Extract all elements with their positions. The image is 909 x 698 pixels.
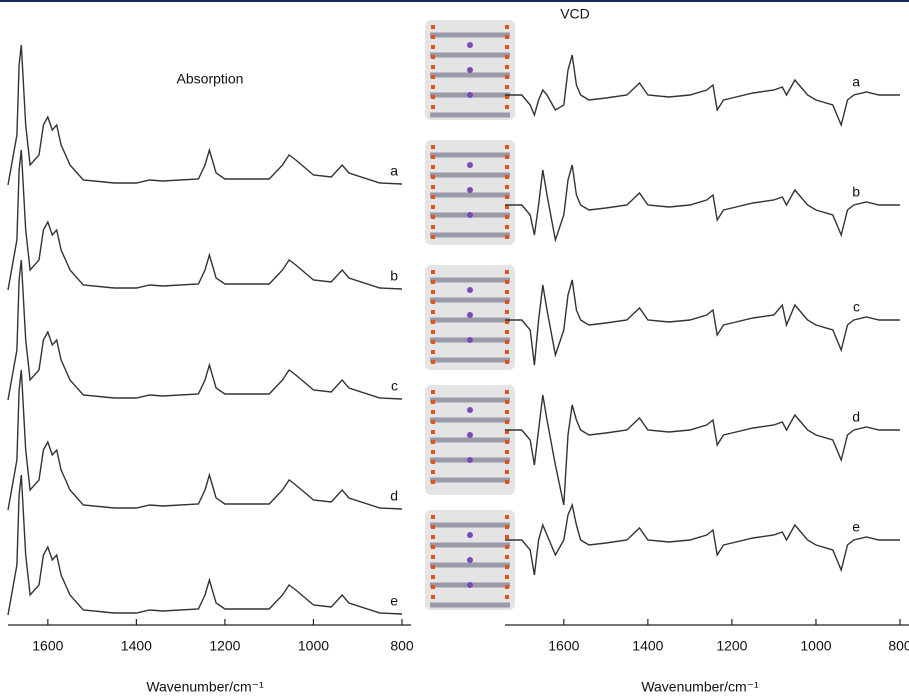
spectrum-line xyxy=(505,279,900,366)
x-axis-label: Wavenumber/cm⁻¹ xyxy=(641,679,759,695)
series-label: d xyxy=(390,488,398,504)
series-label: e xyxy=(390,593,398,609)
x-tick-label: 1400 xyxy=(632,638,663,654)
series-label: a xyxy=(390,163,398,179)
spectrum-line xyxy=(7,259,403,401)
molecular-structures xyxy=(425,20,515,610)
x-tick-label: 1600 xyxy=(548,638,579,654)
series-label: d xyxy=(852,409,860,425)
spectrum-line xyxy=(7,44,403,186)
spectrum-line xyxy=(505,164,900,243)
panel-title: Absorption xyxy=(177,71,244,87)
spectrum-line xyxy=(7,474,403,616)
spectrum-line xyxy=(7,149,403,291)
x-axis-label: Wavenumber/cm⁻¹ xyxy=(146,679,264,695)
x-tick-label: 1200 xyxy=(716,638,747,654)
x-tick-label: 1400 xyxy=(121,638,152,654)
spectrum-line xyxy=(505,54,900,128)
x-tick-label: 1200 xyxy=(209,638,240,654)
series-label: a xyxy=(852,74,860,90)
spectrum-line xyxy=(505,394,900,506)
spectrum-line xyxy=(505,502,900,576)
x-tick-label: 1000 xyxy=(800,638,831,654)
x-tick-label: 800 xyxy=(888,638,909,654)
series-label: e xyxy=(852,519,860,535)
series-label: c xyxy=(853,299,860,315)
x-tick-label: 1600 xyxy=(32,638,63,654)
series-label: b xyxy=(390,268,398,284)
spectrum-line xyxy=(7,369,403,511)
x-tick-label: 1000 xyxy=(298,638,329,654)
series-label: c xyxy=(391,378,398,394)
series-label: b xyxy=(852,184,860,200)
panel-title: VCD xyxy=(560,6,590,22)
x-tick-label: 800 xyxy=(390,638,414,654)
